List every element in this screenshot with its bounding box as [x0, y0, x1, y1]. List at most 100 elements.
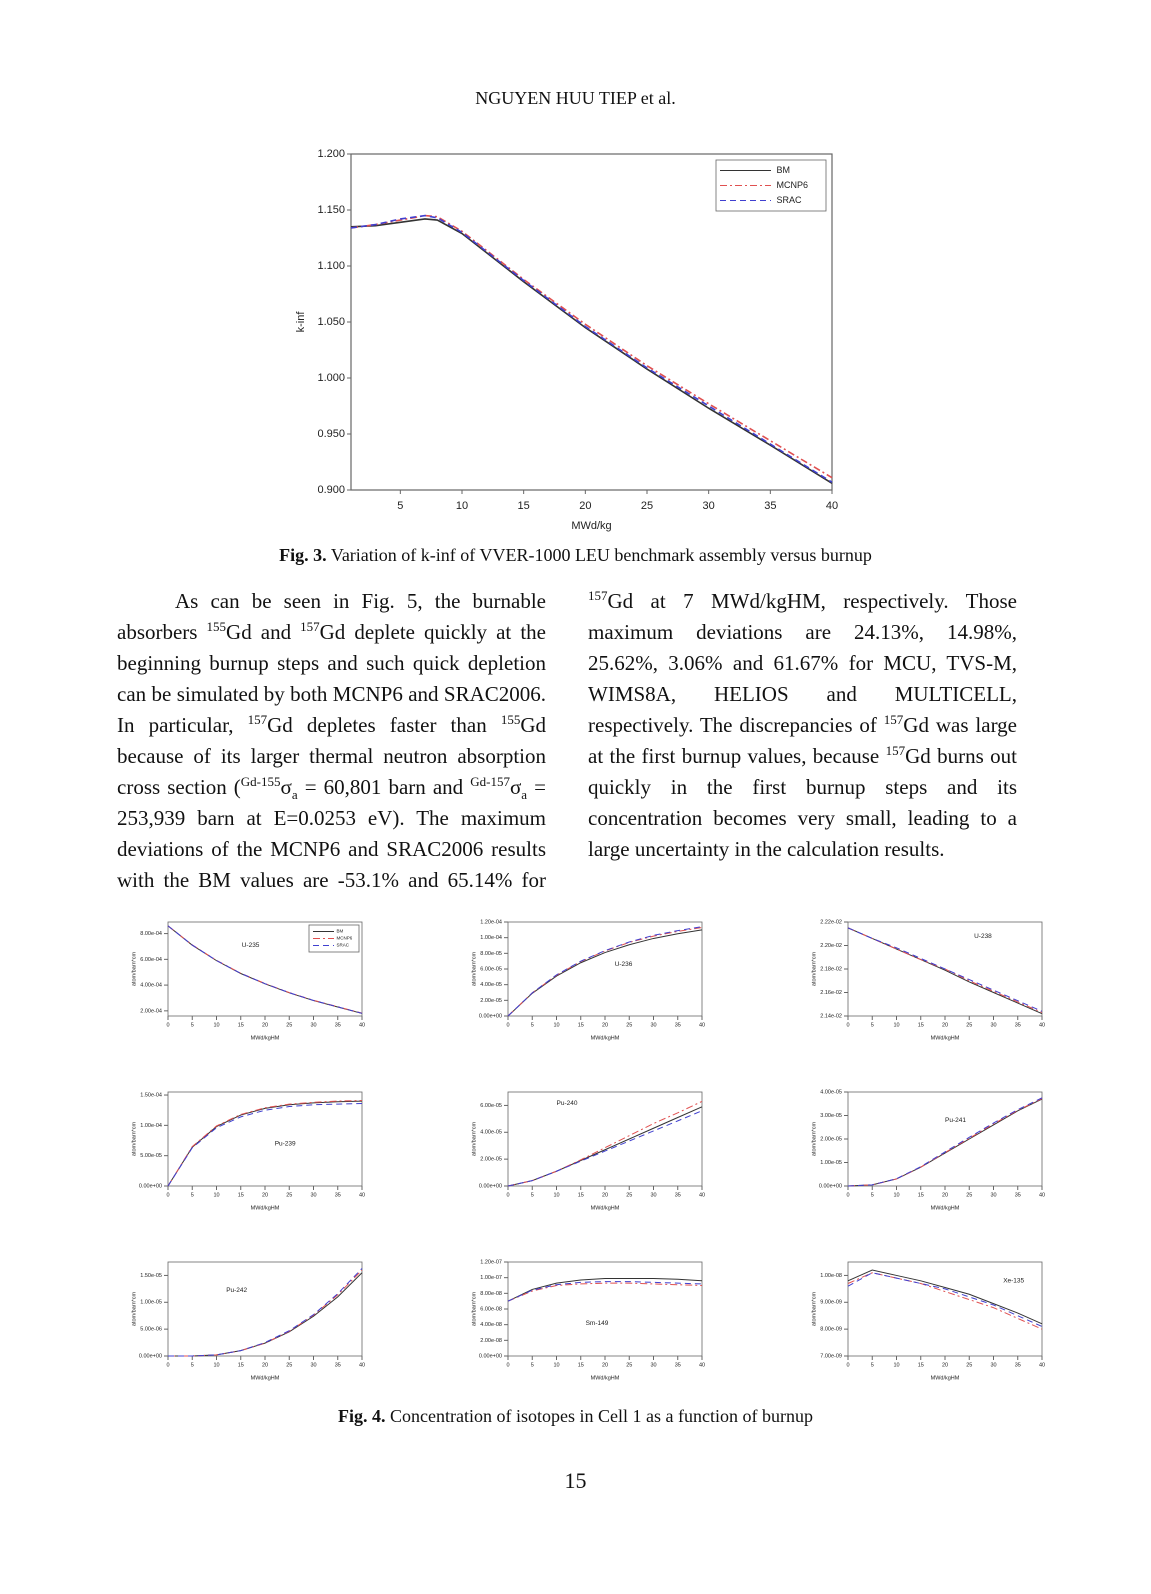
x-tick-label: 20 — [602, 1362, 608, 1368]
x-tick-label: 0 — [506, 1022, 509, 1028]
x-tick-label: 15 — [238, 1022, 244, 1028]
x-tick-label: 0 — [506, 1362, 509, 1368]
text-run: Gd and — [226, 620, 301, 644]
x-tick-label: 15 — [518, 500, 530, 512]
x-tick-label: 10 — [893, 1362, 899, 1368]
y-tick-label: 0.00e+00 — [139, 1183, 162, 1189]
x-tick-label: 20 — [602, 1192, 608, 1198]
x-tick-label: 25 — [966, 1362, 972, 1368]
x-tick-label: 30 — [990, 1362, 996, 1368]
superscript: 155 — [500, 712, 521, 727]
x-tick-label: 15 — [578, 1362, 584, 1368]
x-tick-label: 10 — [553, 1362, 559, 1368]
x-tick-label: 25 — [966, 1022, 972, 1028]
x-tick-label: 40 — [1039, 1022, 1045, 1028]
x-tick-label: 10 — [893, 1192, 899, 1198]
series-line — [507, 1106, 703, 1187]
isotope-label: U-236 — [615, 961, 633, 968]
x-tick-label: 35 — [675, 1022, 681, 1028]
series-line — [350, 214, 833, 479]
x-tick-label: 35 — [335, 1362, 341, 1368]
series-line — [350, 218, 833, 484]
x-tick-label: 40 — [1039, 1362, 1045, 1368]
x-tick-label: 30 — [650, 1192, 656, 1198]
text-run: σ — [280, 775, 292, 799]
y-tick-label: 0.00e+00 — [479, 1353, 502, 1359]
caption-label: Fig. 4. — [338, 1406, 386, 1426]
x-tick-label: 10 — [213, 1192, 219, 1198]
x-tick-label: 5 — [871, 1192, 874, 1198]
series-line — [507, 929, 703, 1017]
text-run: Gd at 7 MWd/kgHM, respectively. Those ma… — [588, 589, 1017, 737]
series-line — [167, 925, 363, 1014]
x-tick-label: 20 — [942, 1192, 948, 1198]
y-axis-label: k-inf — [295, 311, 307, 333]
x-tick-label: 35 — [1015, 1362, 1021, 1368]
plot-frame — [507, 1261, 703, 1357]
x-tick-label: 20 — [602, 1022, 608, 1028]
y-tick-label: 0.900 — [317, 484, 345, 496]
caption-text: Variation of k-inf of VVER-1000 LEU benc… — [330, 545, 872, 565]
y-tick-label: 8.00e-05 — [480, 951, 502, 957]
y-tick-label: 4.00e-05 — [480, 982, 502, 988]
y-tick-label: 9.00e-09 — [820, 1300, 842, 1306]
chart: 0.00e+00 2.00e-05 4.00e-05 6.00e-05 8.00e-05… — [471, 919, 705, 1041]
isotope-label: Pu-239 — [275, 1140, 296, 1147]
x-tick-label: 15 — [238, 1362, 244, 1368]
x-tick-label: 20 — [262, 1362, 268, 1368]
y-tick-label: 3.00e-05 — [820, 1113, 842, 1119]
superscript: 157 — [300, 619, 320, 634]
x-tick-label: 30 — [310, 1362, 316, 1368]
x-tick-label: 35 — [335, 1192, 341, 1198]
x-tick-label: 20 — [262, 1192, 268, 1198]
x-axis-label: MWd/kgHM — [931, 1035, 960, 1041]
series-line — [167, 1268, 363, 1357]
x-tick-label: 15 — [918, 1022, 924, 1028]
y-tick-label: 8.00e-08 — [480, 1291, 502, 1297]
y-tick-label: 0.00e+00 — [479, 1013, 502, 1019]
legend-label: BM — [337, 929, 344, 934]
figure-caption: Fig. 4. Concentration of isotopes in Cel… — [0, 1406, 1151, 1427]
x-tick-label: 40 — [699, 1192, 705, 1198]
x-tick-label: 0 — [166, 1192, 169, 1198]
series-line — [847, 1097, 1043, 1187]
y-axis-label: atom/barn*cm — [131, 1121, 137, 1156]
x-tick-label: 40 — [699, 1362, 705, 1368]
y-tick-label: 1.050 — [317, 316, 345, 328]
y-tick-label: 1.20e-07 — [480, 1259, 502, 1265]
y-tick-label: 1.00e-05 — [820, 1160, 842, 1166]
text-run: σ — [509, 775, 522, 799]
y-tick-label: 7.00e-09 — [820, 1353, 842, 1359]
x-tick-label: 25 — [626, 1022, 632, 1028]
subscript: a — [291, 787, 298, 803]
caption-label: Fig. 3. — [279, 545, 327, 565]
series-line — [847, 1272, 1043, 1327]
series-line — [507, 1110, 703, 1187]
y-tick-label: 1.200 — [317, 148, 345, 160]
x-tick-label: 5 — [531, 1022, 534, 1028]
text-run: Gd because of its larger thermal neutron… — [117, 713, 546, 799]
x-tick-label: 0 — [846, 1192, 849, 1198]
y-tick-label: 2.16e-02 — [820, 990, 842, 996]
x-tick-label: 30 — [650, 1022, 656, 1028]
legend-label: MCNP6 — [777, 180, 809, 190]
x-axis-label: MWd/kgHM — [251, 1375, 280, 1381]
y-axis-label: atom/barn*cm — [471, 951, 477, 986]
chart: 0.00e+00 5.00e-06 1.00e-05 1.50e-05 0 5 10 15 20… — [131, 1261, 365, 1381]
y-tick-label: 5.00e-05 — [140, 1153, 162, 1159]
chart: 0.900 0.950 1.000 1.050 1.100 1.150 1.200 5 10 15… — [295, 148, 838, 532]
x-tick-label: 25 — [966, 1192, 972, 1198]
y-tick-label: 1.50e-05 — [140, 1273, 162, 1279]
series-line — [167, 1099, 363, 1187]
superscript: 157 — [247, 712, 268, 727]
x-axis-label: MWd/kgHM — [251, 1205, 280, 1211]
subscript: a — [521, 787, 528, 803]
plot-frame — [847, 1091, 1043, 1187]
x-tick-label: 40 — [826, 500, 838, 512]
series-line — [507, 1277, 703, 1302]
x-tick-label: 35 — [335, 1022, 341, 1028]
x-tick-label: 0 — [166, 1362, 169, 1368]
y-tick-label: 4.00e-05 — [820, 1089, 842, 1095]
y-tick-label: 5.00e-06 — [140, 1327, 162, 1333]
x-tick-label: 15 — [578, 1022, 584, 1028]
